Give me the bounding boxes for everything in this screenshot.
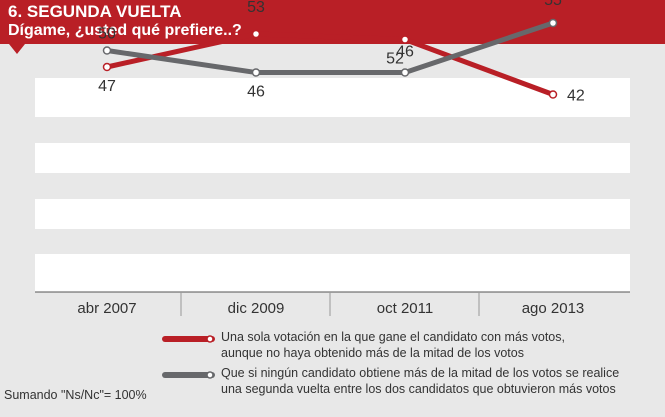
- series-line: [104, 20, 556, 75]
- data-label: 46: [247, 84, 265, 101]
- legend-item-single-round: Una sola votación en la que gane el cand…: [221, 329, 565, 361]
- series-point: [102, 46, 112, 55]
- data-label: 52: [386, 51, 404, 68]
- series-lines: [104, 20, 556, 97]
- legend-text-line: una segunda vuelta entre los dos candida…: [221, 382, 616, 396]
- series-point: [251, 68, 261, 77]
- chart-bands: [35, 78, 630, 292]
- grid-band: [35, 254, 630, 292]
- legend-marker-point: [206, 335, 214, 343]
- legend-text-line: aunque no haya obtenido más de la mitad …: [221, 346, 524, 360]
- series-point: [548, 18, 558, 28]
- series-point: [251, 29, 261, 39]
- data-label: 47: [98, 78, 116, 95]
- series-point: [400, 68, 410, 77]
- legend-text-line: Una sola votación en la que gane el cand…: [221, 330, 565, 344]
- legend-text-line: Que si ningún candidato obtiene más de l…: [221, 366, 620, 380]
- data-labels: 47 53 52 42 50 46 46 55: [98, 0, 585, 105]
- header-pointer: [9, 44, 25, 54]
- x-tick-label: ago 2013: [522, 300, 585, 317]
- series-points: [102, 18, 558, 99]
- chart-title: 6. SEGUNDA VUELTA: [8, 2, 182, 21]
- chart-subtitle: Dígame, ¿usted qué prefiere..?: [8, 22, 242, 39]
- legend-item-runoff: Que si ningún candidato obtiene más de l…: [221, 365, 619, 397]
- series-line: [104, 31, 556, 97]
- series-point: [102, 62, 112, 72]
- data-label: 46: [396, 44, 414, 61]
- data-label: 55: [544, 0, 562, 9]
- legend-markers: [162, 335, 215, 379]
- series-point: [400, 35, 410, 44]
- data-label: 50: [98, 26, 116, 43]
- x-axis: abr 2007 dic 2009 oct 2011 ago 2013: [35, 291, 630, 317]
- grid-band: [35, 143, 630, 173]
- x-tick-label: oct 2011: [377, 300, 433, 317]
- legend-marker-point: [206, 371, 214, 379]
- series-point: [548, 90, 558, 99]
- grid-band: [35, 78, 630, 117]
- x-tick-label: dic 2009: [228, 300, 285, 317]
- footnote: Sumando "Ns/Nc"= 100%: [4, 388, 147, 402]
- data-label: 42: [567, 88, 585, 105]
- data-label: 53: [247, 0, 265, 16]
- grid-band: [35, 199, 630, 229]
- x-tick-label: abr 2007: [77, 300, 136, 317]
